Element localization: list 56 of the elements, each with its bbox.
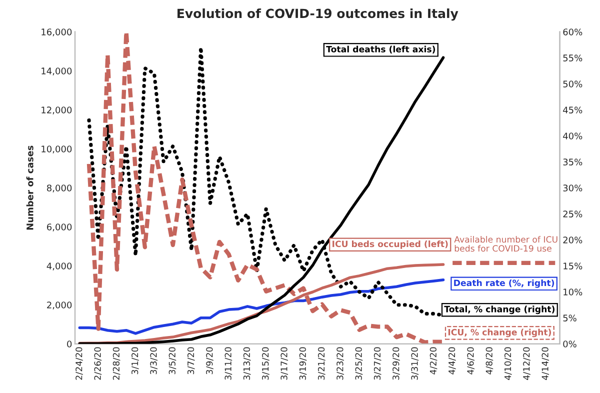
y-tick-label: 0 bbox=[67, 340, 72, 348]
x-tick-label: 4/14/20 bbox=[542, 347, 550, 380]
y-tick-label: 4,000 bbox=[46, 262, 72, 270]
x-tick-label: 3/1/20 bbox=[132, 347, 139, 374]
y2-tick-label: 5% bbox=[563, 314, 576, 322]
series-label: ICU, % change (right) bbox=[448, 328, 551, 338]
y2-tick-label: 50% bbox=[563, 80, 582, 88]
x-tick-label: 2/28/20 bbox=[112, 347, 120, 380]
x-tick-label: 3/19/20 bbox=[299, 347, 307, 380]
x-tick-label: 3/11/20 bbox=[224, 347, 232, 380]
x-tick-label: 4/8/20 bbox=[486, 347, 494, 374]
x-tick-label: 2/26/20 bbox=[94, 347, 102, 380]
y2-tick-label: 25% bbox=[563, 210, 582, 218]
x-tick-label: 3/29/20 bbox=[392, 347, 400, 380]
series-label: Available number of ICU beds for COVID-19 use bbox=[454, 236, 558, 252]
x-tick-label: 4/10/20 bbox=[504, 347, 512, 380]
y2-tick-label: 15% bbox=[564, 262, 582, 270]
series-label: Total, % change (right) bbox=[444, 306, 554, 314]
x-tick-label: 3/21/20 bbox=[318, 347, 326, 380]
y2-tick-label: 55% bbox=[563, 54, 582, 62]
y-tick-label: 16,000 bbox=[42, 28, 72, 36]
y-tick-label: 8,000 bbox=[46, 184, 72, 192]
y2-tick-label: 20% bbox=[563, 236, 582, 244]
x-tick-label: 3/5/20 bbox=[168, 347, 176, 374]
x-tick-label: 3/17/20 bbox=[280, 347, 288, 380]
x-tick-label: 4/12/20 bbox=[523, 347, 530, 380]
y-tick-label: 2,000 bbox=[47, 302, 72, 310]
x-tick-label: 3/9/20 bbox=[206, 347, 214, 374]
x-tick-label: 4/4/20 bbox=[448, 347, 456, 374]
x-tick-label: 3/27/20 bbox=[374, 347, 382, 380]
y2-tick-label: 30% bbox=[563, 184, 582, 192]
y-tick-label: 14,000 bbox=[42, 68, 72, 76]
y2-tick-label: 45% bbox=[563, 106, 582, 114]
x-tick-label: 4/2/20 bbox=[430, 347, 438, 374]
series-label: Total deaths (left axis) bbox=[326, 46, 436, 54]
x-tick-label: 3/25/20 bbox=[355, 347, 363, 380]
x-tick-label: 3/3/20 bbox=[150, 347, 158, 374]
series-label: Death rate (%, right) bbox=[454, 279, 554, 288]
x-tick-label: 3/15/20 bbox=[262, 347, 270, 380]
y2-tick-label: 35% bbox=[563, 158, 582, 166]
y-tick-label: 12,000 bbox=[42, 106, 72, 114]
y-tick-label: 10,000 bbox=[42, 146, 72, 154]
y2-tick-label: 0% bbox=[563, 340, 576, 348]
x-tick-label: 3/13/20 bbox=[243, 347, 251, 380]
x-tick-label: 3/31/20 bbox=[411, 347, 419, 380]
y2-tick-label: 40% bbox=[563, 132, 582, 140]
series-label: ICU beds occupied (left) bbox=[332, 240, 448, 249]
y2-tick-label: 60% bbox=[563, 28, 582, 36]
x-tick-label: 3/7/20 bbox=[187, 347, 195, 374]
x-tick-label: 4/6/20 bbox=[467, 347, 474, 374]
chart-title: Evolution of COVID-19 outcomes in Italy bbox=[178, 8, 458, 21]
y-axis-title: Number of cases bbox=[26, 146, 34, 230]
x-tick-label: 2/24/20 bbox=[76, 347, 83, 380]
y-tick-label: 6,000 bbox=[47, 224, 72, 232]
y2-tick-label: 10% bbox=[564, 288, 582, 296]
x-tick-label: 3/23/20 bbox=[336, 347, 344, 380]
